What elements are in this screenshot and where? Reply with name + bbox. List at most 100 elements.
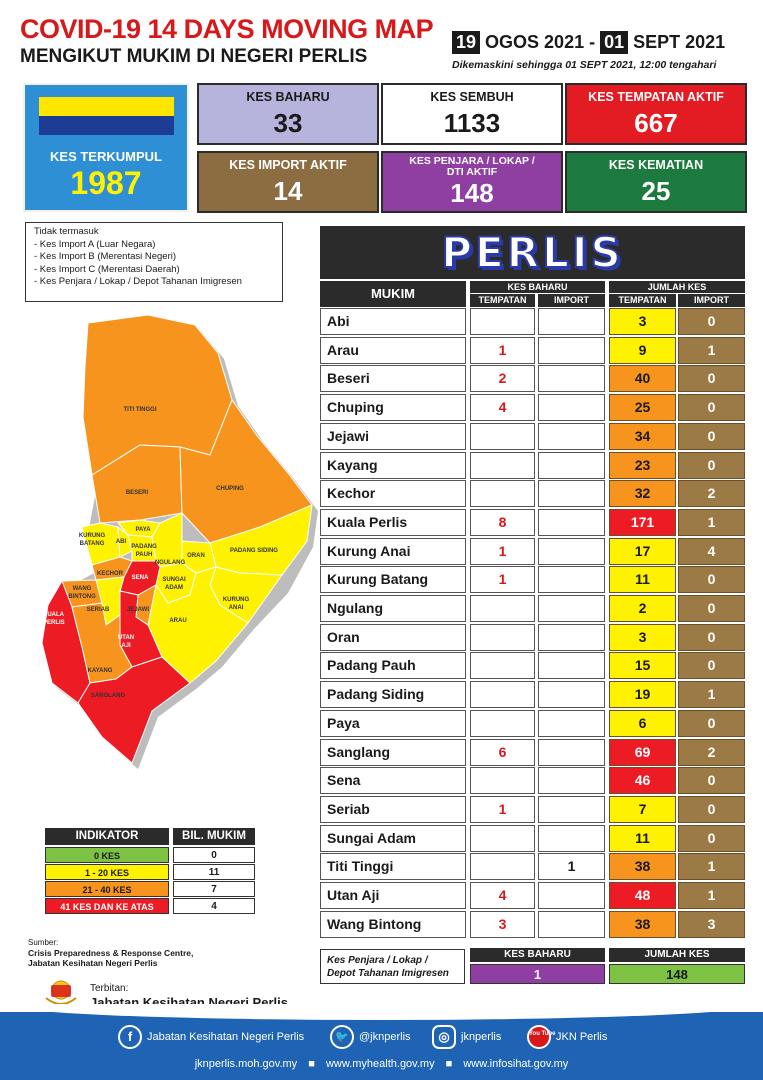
map-label: PERLIS [43,620,65,626]
penjara-jumlah-header: JUMLAH KES [609,948,745,962]
baharu-import-cell [538,681,605,709]
page-title: COVID-19 14 DAYS MOVING MAP [20,14,434,44]
jumlah-import-cell: 1 [678,853,745,881]
notes-item: - Kes Import A (Luar Negara) [34,238,156,250]
map-label: TITI TINGGI [124,407,157,413]
map-label: PAUH [136,552,153,558]
mukim-name-cell: Arau [320,336,466,364]
youtube-link[interactable]: You Tube JKN Perlis [527,1024,607,1050]
header-jumlah-tempatan: TEMPATAN [609,294,676,307]
baharu-tempatan-cell: 1 [470,537,535,565]
map-label: ORAN [187,553,205,559]
map-label: ADAM [165,585,183,591]
jumlah-import-cell: 0 [678,422,745,450]
jumlah-tempatan-cell: 17 [609,537,676,565]
url-jknperlis[interactable]: jknperlis.moh.gov.my [194,1058,298,1070]
indicator-label: 0 KES [45,847,169,863]
baharu-tempatan-cell [470,824,535,852]
instagram-link[interactable]: ◎ jknperlis [432,1024,501,1050]
instagram-icon: ◎ [432,1025,456,1049]
indicator-count: 4 [173,898,255,914]
jumlah-import-cell: 0 [678,795,745,823]
footer-urls: jknperlis.moh.gov.my ■ www.myhealth.gov.… [0,1058,763,1070]
jumlah-import-cell: 1 [678,681,745,709]
publisher-label: Terbitan: [90,983,129,994]
jumlah-import-cell: 0 [678,394,745,422]
baharu-tempatan-cell [470,595,535,622]
mukim-name-cell: Utan Aji [320,882,466,909]
mukim-name-cell: Sanglang [320,738,466,766]
map-region-chuping [179,398,313,544]
kes-import-aktif-label: KES IMPORT AKTIF [229,158,347,172]
mukim-name-cell: Kayang [320,451,466,479]
jumlah-tempatan-cell: 48 [609,882,676,909]
date-end-day: 01 [600,30,629,54]
jumlah-tempatan-cell: 34 [609,422,676,450]
page-subtitle: MENGIKUT MUKIM DI NEGERI PERLIS [20,46,368,67]
table-row: Beseri 2 40 0 [320,365,745,393]
notes-title: Tidak termasuk [34,226,99,237]
notes-item: - Kes Import C (Merentasi Daerah) [34,263,180,275]
jumlah-tempatan-cell: 3 [609,308,676,335]
table-row: Kayang 23 0 [320,451,745,479]
source-line1: Crisis Preparedness & Response Centre, [28,948,194,958]
jumlah-import-cell: 0 [678,566,745,594]
baharu-import-cell [538,767,605,795]
youtube-text: JKN Perlis [556,1031,608,1043]
state-banner: PERLIS [320,226,745,279]
footer-bar: f Jabatan Kesihatan Negeri Perlis 🐦 @jkn… [0,1004,763,1080]
jumlah-import-cell: 0 [678,595,745,622]
map-label: KAYANG [88,668,113,674]
map-label: ABI [116,539,127,545]
exclusion-notes: Tidak termasuk - Kes Import A (Luar Nega… [25,222,283,302]
facebook-text: Jabatan Kesihatan Negeri Perlis [147,1031,305,1043]
map-label: BINTONG [68,594,96,600]
facebook-link[interactable]: f Jabatan Kesihatan Negeri Perlis [118,1024,304,1050]
baharu-import-cell [538,365,605,393]
baharu-tempatan-cell [470,308,535,335]
baharu-tempatan-cell: 1 [470,795,535,823]
baharu-import-cell [538,537,605,565]
mukim-name-cell: Ngulang [320,595,466,622]
table-row: Titi Tinggi 1 38 1 [320,853,745,881]
url-infosihat[interactable]: www.infosihat.gov.my [463,1058,569,1070]
indicator-count: 7 [173,881,255,897]
mukim-name-cell: Seriab [320,795,466,823]
jumlah-tempatan-cell: 6 [609,709,676,737]
facebook-icon: f [118,1025,142,1049]
map-label: SERIAB [87,607,110,613]
kes-terkumpul-value: 1987 [70,165,142,201]
header-baharu-tempatan: TEMPATAN [470,294,535,307]
mukim-name-cell: Kurung Batang [320,566,466,594]
url-myhealth[interactable]: www.myhealth.gov.my [325,1058,435,1070]
kes-baharu-value: 33 [273,108,303,138]
kes-import-aktif-card: KES IMPORT AKTIF 14 [197,151,379,213]
kes-baharu-label: KES BAHARU [246,90,330,104]
date-range: 19 OGOS 2021 - 01 SEPT 2021 [452,28,725,56]
baharu-tempatan-cell [470,451,535,479]
date-end-month: SEPT 2021 [633,31,726,52]
baharu-tempatan-cell: 3 [470,910,535,938]
jumlah-tempatan-cell: 171 [609,508,676,536]
perlis-mukim-map: TITI TINGGI BESERI CHUPING KURUNG BATANG… [41,314,318,769]
jumlah-import-cell: 0 [678,451,745,479]
indicator-count: 11 [173,864,255,880]
header-baharu-import: IMPORT [538,294,605,307]
baharu-tempatan-cell [470,709,535,737]
jumlah-import-cell: 1 [678,336,745,364]
jumlah-tempatan-cell: 25 [609,394,676,422]
baharu-tempatan-cell: 4 [470,882,535,909]
jumlah-tempatan-cell: 40 [609,365,676,393]
date-start-day: 19 [452,30,481,54]
baharu-import-cell [538,308,605,335]
twitter-link[interactable]: 🐦 @jknperlis [330,1024,411,1050]
baharu-import-cell [538,336,605,364]
map-label: PAYA [135,527,151,533]
mukim-name-cell: Kechor [320,480,466,508]
jumlah-tempatan-cell: 15 [609,652,676,680]
penjara-baharu-header: KES BAHARU [470,948,605,962]
map-label: BESERI [126,490,149,496]
table-row: Padang Pauh 15 0 [320,652,745,680]
map-label: UTAN [118,635,134,641]
flag-bottom-stripe [39,116,174,135]
